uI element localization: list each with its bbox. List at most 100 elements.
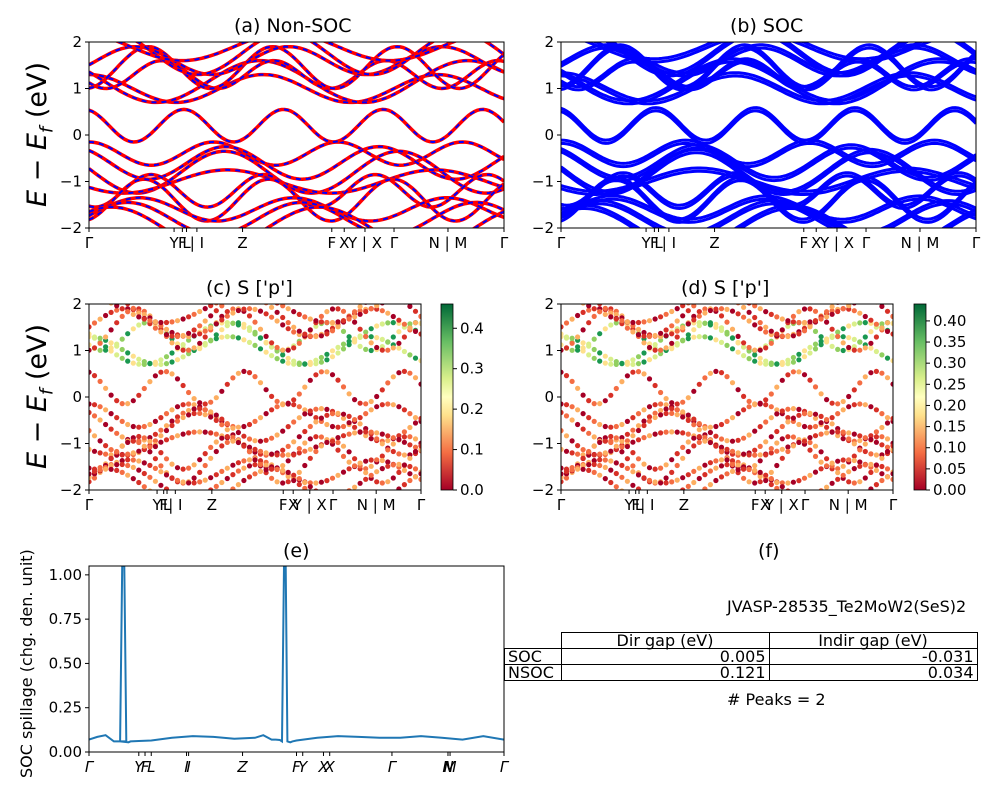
projected-point xyxy=(418,293,423,298)
projected-point xyxy=(563,335,570,341)
projected-point xyxy=(663,396,669,402)
x-tick-label: | I xyxy=(190,234,204,252)
projected-point xyxy=(374,436,380,442)
projected-point xyxy=(624,319,631,325)
x-tick-label: N | M xyxy=(357,496,396,514)
projected-point xyxy=(197,406,203,412)
projected-point xyxy=(235,429,241,436)
projected-point xyxy=(790,479,797,485)
projected-point xyxy=(329,319,336,326)
projected-point xyxy=(296,446,302,452)
projected-point xyxy=(857,479,863,485)
projected-point xyxy=(691,388,697,394)
projected-point xyxy=(329,328,336,334)
projected-point xyxy=(729,461,736,468)
projected-point xyxy=(696,309,702,315)
projected-point xyxy=(868,436,874,443)
projected-point xyxy=(724,319,730,325)
projected-point xyxy=(307,333,313,339)
projected-point xyxy=(158,450,164,456)
projected-point xyxy=(890,443,893,449)
projected-point xyxy=(114,415,120,421)
projected-point xyxy=(368,463,374,469)
projected-point xyxy=(698,304,701,305)
projected-point xyxy=(685,336,691,342)
projected-point xyxy=(669,493,674,498)
projected-point xyxy=(246,325,253,331)
projected-point xyxy=(868,294,873,299)
band-line-soc xyxy=(591,42,925,61)
projected-point xyxy=(879,434,885,440)
table-row: NSOC 0.121 0.034 xyxy=(504,664,978,681)
projected-point xyxy=(680,430,686,436)
projected-point xyxy=(346,342,352,348)
projected-point xyxy=(591,461,597,468)
projected-point xyxy=(724,342,730,348)
projected-point xyxy=(158,439,164,445)
projected-point xyxy=(873,462,880,468)
band-line-soc-dashed xyxy=(89,59,504,90)
projected-point xyxy=(241,443,247,449)
projected-point xyxy=(302,485,308,490)
projected-point xyxy=(790,369,797,375)
projected-point xyxy=(186,430,192,436)
projected-point xyxy=(779,484,785,490)
projected-point xyxy=(252,462,258,468)
y-tick-label: 1 xyxy=(544,80,554,98)
projected-point xyxy=(680,475,686,481)
projected-point xyxy=(130,311,136,317)
projected-point xyxy=(635,411,642,417)
projected-point xyxy=(296,415,302,421)
projected-point xyxy=(685,483,691,489)
projected-point xyxy=(346,420,352,426)
projected-point xyxy=(114,430,120,436)
projected-point xyxy=(801,438,808,444)
band-line-soc-dashed xyxy=(89,196,504,222)
projected-point xyxy=(125,421,131,428)
projected-point xyxy=(89,401,92,407)
projected-point xyxy=(561,479,564,485)
projected-point xyxy=(630,469,636,475)
projected-point xyxy=(613,316,619,322)
projected-point xyxy=(702,486,708,490)
projected-point xyxy=(197,410,203,416)
projected-point xyxy=(186,465,192,471)
projected-point xyxy=(92,295,97,300)
projected-point xyxy=(658,401,664,407)
projected-point xyxy=(840,457,846,463)
projected-point xyxy=(658,494,663,499)
projected-point xyxy=(313,372,319,378)
projected-point xyxy=(352,397,358,403)
projected-point xyxy=(602,464,608,470)
spillage-series-line xyxy=(89,566,504,744)
projected-point xyxy=(884,474,891,480)
projected-point xyxy=(713,433,719,439)
band-line-soc xyxy=(561,202,976,228)
projected-point xyxy=(619,462,625,468)
projected-point xyxy=(158,433,164,439)
projected-point xyxy=(713,337,719,343)
projected-point xyxy=(724,462,730,468)
projected-point xyxy=(307,423,313,430)
projected-point xyxy=(385,298,390,303)
projected-point xyxy=(318,354,324,361)
projected-point xyxy=(718,325,725,331)
projected-point xyxy=(674,306,680,312)
projected-point xyxy=(841,296,846,301)
projected-point xyxy=(724,471,730,477)
projected-point xyxy=(313,448,319,455)
projected-point xyxy=(591,469,597,475)
projected-point xyxy=(818,431,824,437)
projected-point xyxy=(324,412,330,418)
projected-point xyxy=(119,336,125,342)
projected-point xyxy=(230,334,236,340)
projected-point xyxy=(119,461,125,468)
projected-point xyxy=(274,304,280,306)
projected-point xyxy=(602,423,608,430)
projected-point xyxy=(768,311,774,317)
projected-point xyxy=(757,320,763,326)
projected-point xyxy=(385,320,391,326)
projected-point xyxy=(274,318,280,324)
projected-point xyxy=(746,304,752,306)
projected-point xyxy=(219,435,225,441)
